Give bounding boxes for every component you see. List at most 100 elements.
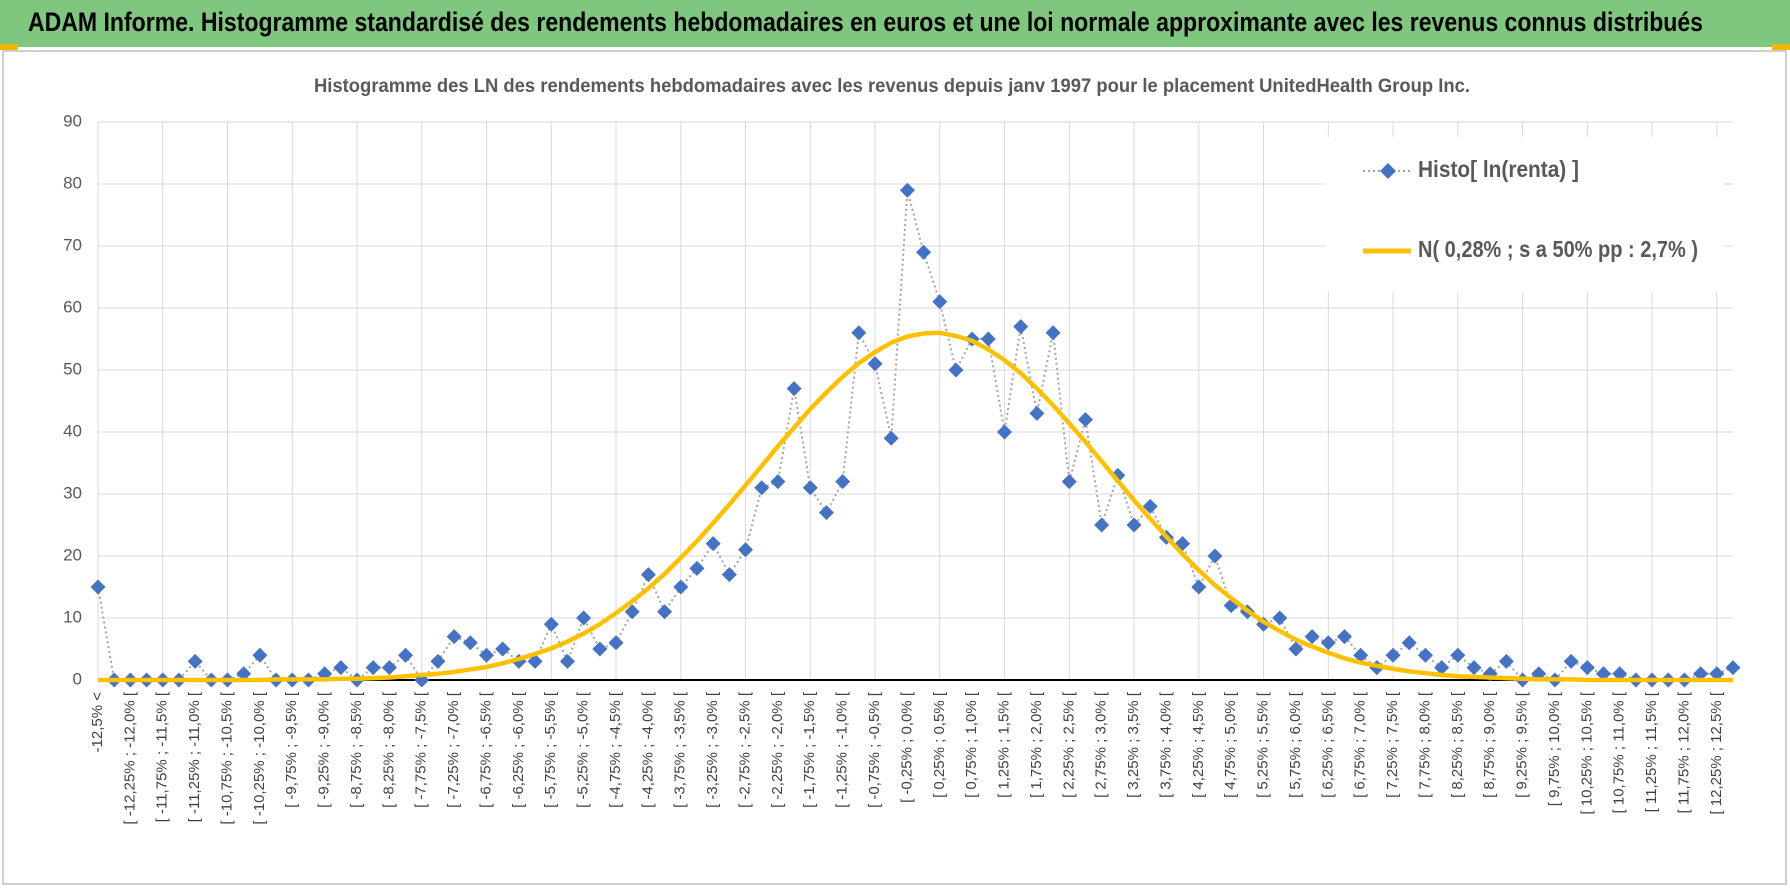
data-point bbox=[721, 567, 737, 583]
data-point bbox=[365, 660, 381, 676]
x-tick-label: [ 11,75% ; 12,0% [ bbox=[1675, 691, 1692, 813]
data-point bbox=[883, 430, 899, 446]
x-tick-label: [ 7,75% ; 8,0% [ bbox=[1416, 691, 1433, 798]
legend-box bbox=[1326, 137, 1724, 292]
data-point bbox=[236, 666, 252, 682]
data-point bbox=[1579, 660, 1595, 676]
x-tick-label: [ -3,25% ; -3,0% [ bbox=[704, 691, 721, 808]
data-point bbox=[1595, 666, 1611, 682]
y-tick-label: 80 bbox=[63, 173, 82, 192]
data-point bbox=[1304, 629, 1320, 645]
data-point bbox=[916, 244, 932, 260]
x-tick-label: [ 5,25% ; 5,5% [ bbox=[1255, 691, 1272, 798]
data-point bbox=[624, 604, 640, 620]
x-tick-label: [ -5,75% ; -5,5% [ bbox=[542, 691, 559, 808]
x-tick-label: [ 1,25% ; 1,5% [ bbox=[996, 691, 1013, 798]
data-point bbox=[1434, 660, 1450, 676]
x-tick-label: [ -11,25% ; -11,0% [ bbox=[186, 691, 203, 822]
page-title: ADAM Informe. Histogramme standardisé de… bbox=[28, 7, 1703, 37]
y-tick-label: 40 bbox=[63, 421, 82, 440]
data-point bbox=[1029, 405, 1045, 421]
data-point bbox=[1709, 666, 1725, 682]
data-point bbox=[1401, 635, 1417, 651]
x-tick-label: [ 6,25% ; 6,5% [ bbox=[1319, 691, 1336, 798]
data-point bbox=[640, 567, 656, 583]
data-point bbox=[446, 629, 462, 645]
x-tick-label: [ -10,75% ; -10,5% [ bbox=[218, 691, 235, 824]
data-point bbox=[559, 653, 575, 669]
legend-label: Histo[ ln(renta) ] bbox=[1418, 156, 1579, 182]
data-point bbox=[1045, 325, 1061, 341]
data-point bbox=[1563, 653, 1579, 669]
plot-area bbox=[90, 182, 1741, 688]
x-tick-label: [ -1,75% ; -1,5% [ bbox=[801, 691, 818, 808]
data-point bbox=[673, 579, 689, 595]
data-point bbox=[786, 381, 802, 397]
data-point bbox=[705, 536, 721, 552]
data-point bbox=[689, 560, 705, 576]
data-point bbox=[899, 182, 915, 198]
x-tick-label: [ -6,75% ; -6,5% [ bbox=[477, 691, 494, 808]
x-tick-label: [ 4,75% ; 5,0% [ bbox=[1222, 691, 1239, 798]
y-tick-label: 70 bbox=[63, 235, 82, 254]
data-point bbox=[430, 653, 446, 669]
data-point bbox=[1288, 641, 1304, 657]
x-tick-label: [ 12,25% ; 12,5% [ bbox=[1708, 691, 1725, 814]
y-tick-label: 60 bbox=[63, 297, 82, 316]
data-point bbox=[1466, 660, 1482, 676]
data-point bbox=[495, 641, 511, 657]
data-point bbox=[802, 480, 818, 496]
data-point bbox=[527, 653, 543, 669]
chart-border bbox=[2, 50, 1787, 885]
x-tick-label: [ -0,75% ; -0,5% [ bbox=[866, 691, 883, 808]
x-tick-label: [ 7,25% ; 7,5% [ bbox=[1384, 691, 1401, 798]
x-tick-label: [ -12,25% ; -12,0% [ bbox=[121, 691, 138, 824]
data-point bbox=[1272, 610, 1288, 626]
x-tick-label: [ -6,25% ; -6,0% [ bbox=[510, 691, 527, 808]
x-tick-label: [ 8,25% ; 8,5% [ bbox=[1449, 691, 1466, 798]
data-point bbox=[980, 331, 996, 347]
x-tick-label: [ 6,75% ; 7,0% [ bbox=[1352, 691, 1369, 798]
data-point bbox=[1353, 647, 1369, 663]
x-tick-label: [ -2,25% ; -2,0% [ bbox=[769, 691, 786, 808]
data-point bbox=[1126, 517, 1142, 533]
data-point bbox=[1077, 412, 1093, 428]
data-point bbox=[592, 641, 608, 657]
x-tick-label: [ -3,75% ; -3,5% [ bbox=[672, 691, 689, 808]
data-point bbox=[333, 660, 349, 676]
y-tick-label: 30 bbox=[63, 483, 82, 502]
data-point bbox=[1191, 579, 1207, 595]
data-point bbox=[398, 647, 414, 663]
data-point bbox=[576, 610, 592, 626]
x-tick-label: [ 3,25% ; 3,5% [ bbox=[1125, 691, 1142, 798]
legend-marker bbox=[1380, 163, 1396, 179]
data-point bbox=[608, 635, 624, 651]
data-point bbox=[738, 542, 754, 558]
data-point bbox=[1385, 647, 1401, 663]
x-tick-label: [ 9,25% ; 9,5% [ bbox=[1514, 691, 1531, 798]
data-point bbox=[90, 579, 106, 595]
data-point bbox=[1725, 660, 1741, 676]
data-point bbox=[1498, 653, 1514, 669]
data-point bbox=[252, 647, 268, 663]
data-point bbox=[1320, 635, 1336, 651]
data-point bbox=[1450, 647, 1466, 663]
x-tick-label: [ -7,25% ; -7,0% [ bbox=[445, 691, 462, 808]
data-point bbox=[1693, 666, 1709, 682]
data-point bbox=[1417, 647, 1433, 663]
x-tick-label: [ -5,25% ; -5,0% [ bbox=[575, 691, 592, 808]
x-tick-label: [ 5,75% ; 6,0% [ bbox=[1287, 691, 1304, 798]
x-tick-label: [ 0,75% ; 1,0% [ bbox=[963, 691, 980, 798]
data-point bbox=[1013, 319, 1029, 335]
x-tick-label: [ 4,25% ; 4,5% [ bbox=[1190, 691, 1207, 798]
x-tick-label: [ 9,75% ; 10,0% [ bbox=[1546, 691, 1563, 806]
corner-mark bbox=[1772, 44, 1790, 50]
x-tick-label: [ 0,25% ; 0,5% [ bbox=[931, 691, 948, 798]
x-tick-label: [ -1,25% ; -1,0% [ bbox=[834, 691, 851, 808]
data-point bbox=[462, 635, 478, 651]
x-tick-label: [ 8,75% ; 9,0% [ bbox=[1481, 691, 1498, 798]
header-bar bbox=[0, 0, 1790, 47]
data-point bbox=[1061, 474, 1077, 490]
